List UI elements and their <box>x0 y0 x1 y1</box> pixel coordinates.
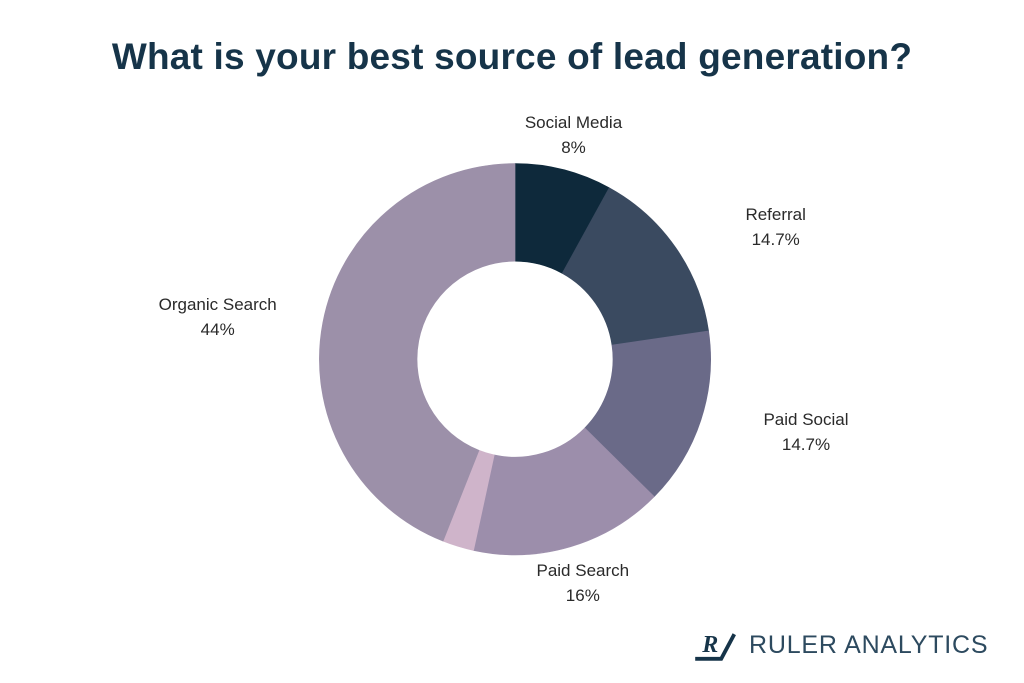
svg-text:R: R <box>701 632 718 658</box>
